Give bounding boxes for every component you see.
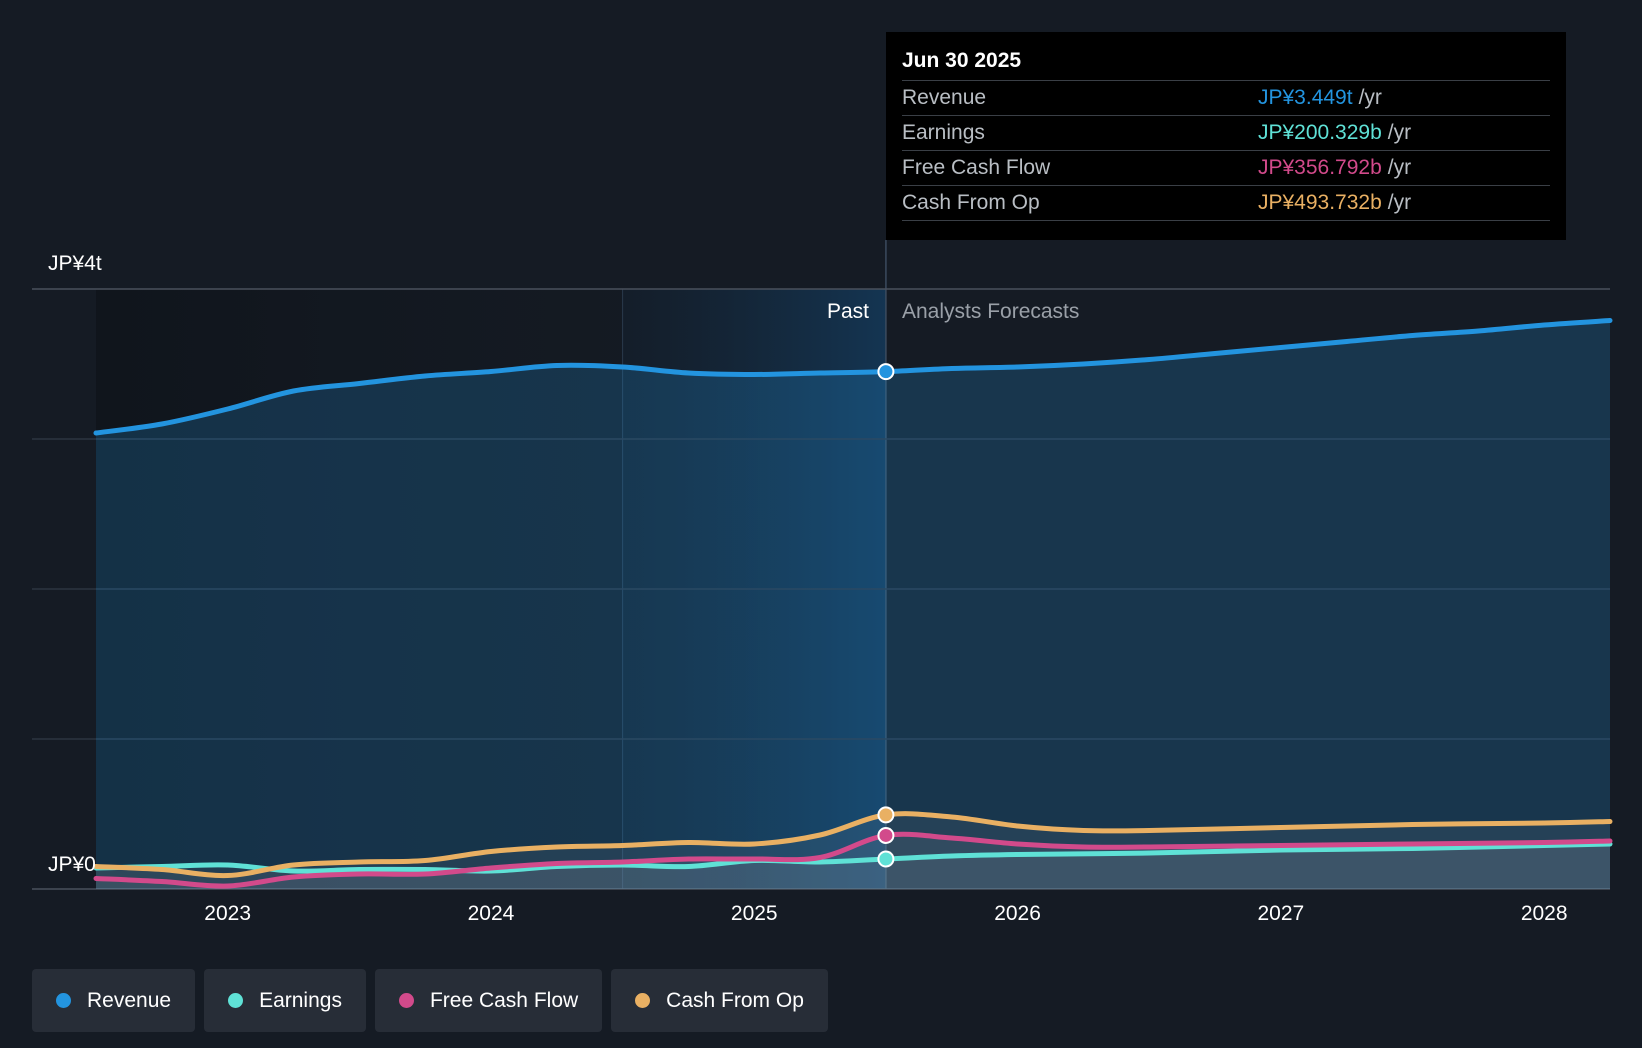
data-point-marker-revenue: [877, 363, 895, 381]
legend-label: Earnings: [259, 988, 342, 1012]
x-tick-label: 2025: [730, 902, 778, 925]
tooltip-row-value: JP¥200.329b: [1258, 121, 1382, 144]
tooltip-row-name: Cash From Op: [902, 191, 1040, 214]
legend-item-revenue[interactable]: Revenue: [32, 969, 196, 1032]
past-period-label: Past: [826, 300, 869, 323]
chart-legend: Revenue Earnings Free Cash Flow Cash Fro…: [32, 969, 828, 1032]
data-point-marker-cfo: [877, 806, 895, 824]
y-axis-min-label: JP¥0: [48, 853, 96, 876]
x-tick-label: 2024: [467, 902, 515, 925]
legend-item-free-cash-flow[interactable]: Free Cash Flow: [374, 969, 603, 1032]
tooltip-row-value: JP¥356.792b: [1258, 156, 1382, 179]
tooltip-row-unit: /yr: [1387, 191, 1412, 214]
tooltip-row-value: JP¥493.732b: [1258, 191, 1382, 214]
tooltip-row-earnings: Earnings JP¥200.329b /yr: [902, 115, 1550, 150]
tooltip-row-unit: /yr: [1358, 86, 1382, 109]
tooltip-row-value: JP¥3.449t: [1258, 86, 1353, 109]
series-line-cfo: [93, 811, 1613, 879]
legend-dot-icon: [398, 993, 414, 1008]
series-line-fcf: [93, 831, 1613, 889]
y-axis-max-label: JP¥4t: [48, 252, 102, 275]
legend-dot-icon: [228, 993, 244, 1008]
data-point-marker-earnings: [877, 850, 895, 868]
series-line-revenue: [93, 318, 1613, 436]
tooltip-row-free-cash-flow: Free Cash Flow JP¥356.792b /yr: [902, 150, 1550, 185]
tooltip-row-unit: /yr: [1387, 156, 1412, 179]
legend-label: Revenue: [87, 988, 172, 1012]
tooltip-row-name: Revenue: [902, 86, 987, 109]
legend-dot-icon: [635, 993, 651, 1008]
x-tick-label: 2028: [1520, 902, 1568, 925]
tooltip-row-name: Free Cash Flow: [902, 156, 1051, 179]
legend-label: Cash From Op: [666, 988, 804, 1012]
x-tick-label: 2023: [204, 902, 251, 925]
legend-item-cash-from-op[interactable]: Cash From Op: [611, 969, 828, 1032]
legend-item-earnings[interactable]: Earnings: [204, 969, 366, 1032]
legend-label: Free Cash Flow: [429, 988, 579, 1012]
x-tick-label: 2026: [994, 902, 1041, 925]
x-tick-label: 2027: [1257, 902, 1305, 925]
tooltip-row-name: Earnings: [902, 121, 985, 144]
tooltip-date: Jun 30 2025: [902, 49, 1022, 72]
data-tooltip: Jun 30 2025 Revenue JP¥3.449t /yr Earnin…: [886, 32, 1566, 240]
series-area-earnings: [96, 844, 1610, 889]
forecast-period-label: Analysts Forecasts: [902, 300, 1080, 323]
series-area-revenue: [96, 320, 1610, 889]
legend-dot-icon: [56, 993, 71, 1008]
tooltip-row-revenue: Revenue JP¥3.449t /yr: [902, 80, 1550, 115]
data-point-marker-fcf: [877, 826, 895, 844]
tooltip-row-cash-from-op: Cash From Op JP¥493.732b /yr: [902, 185, 1550, 221]
tooltip-row-unit: /yr: [1387, 121, 1412, 144]
